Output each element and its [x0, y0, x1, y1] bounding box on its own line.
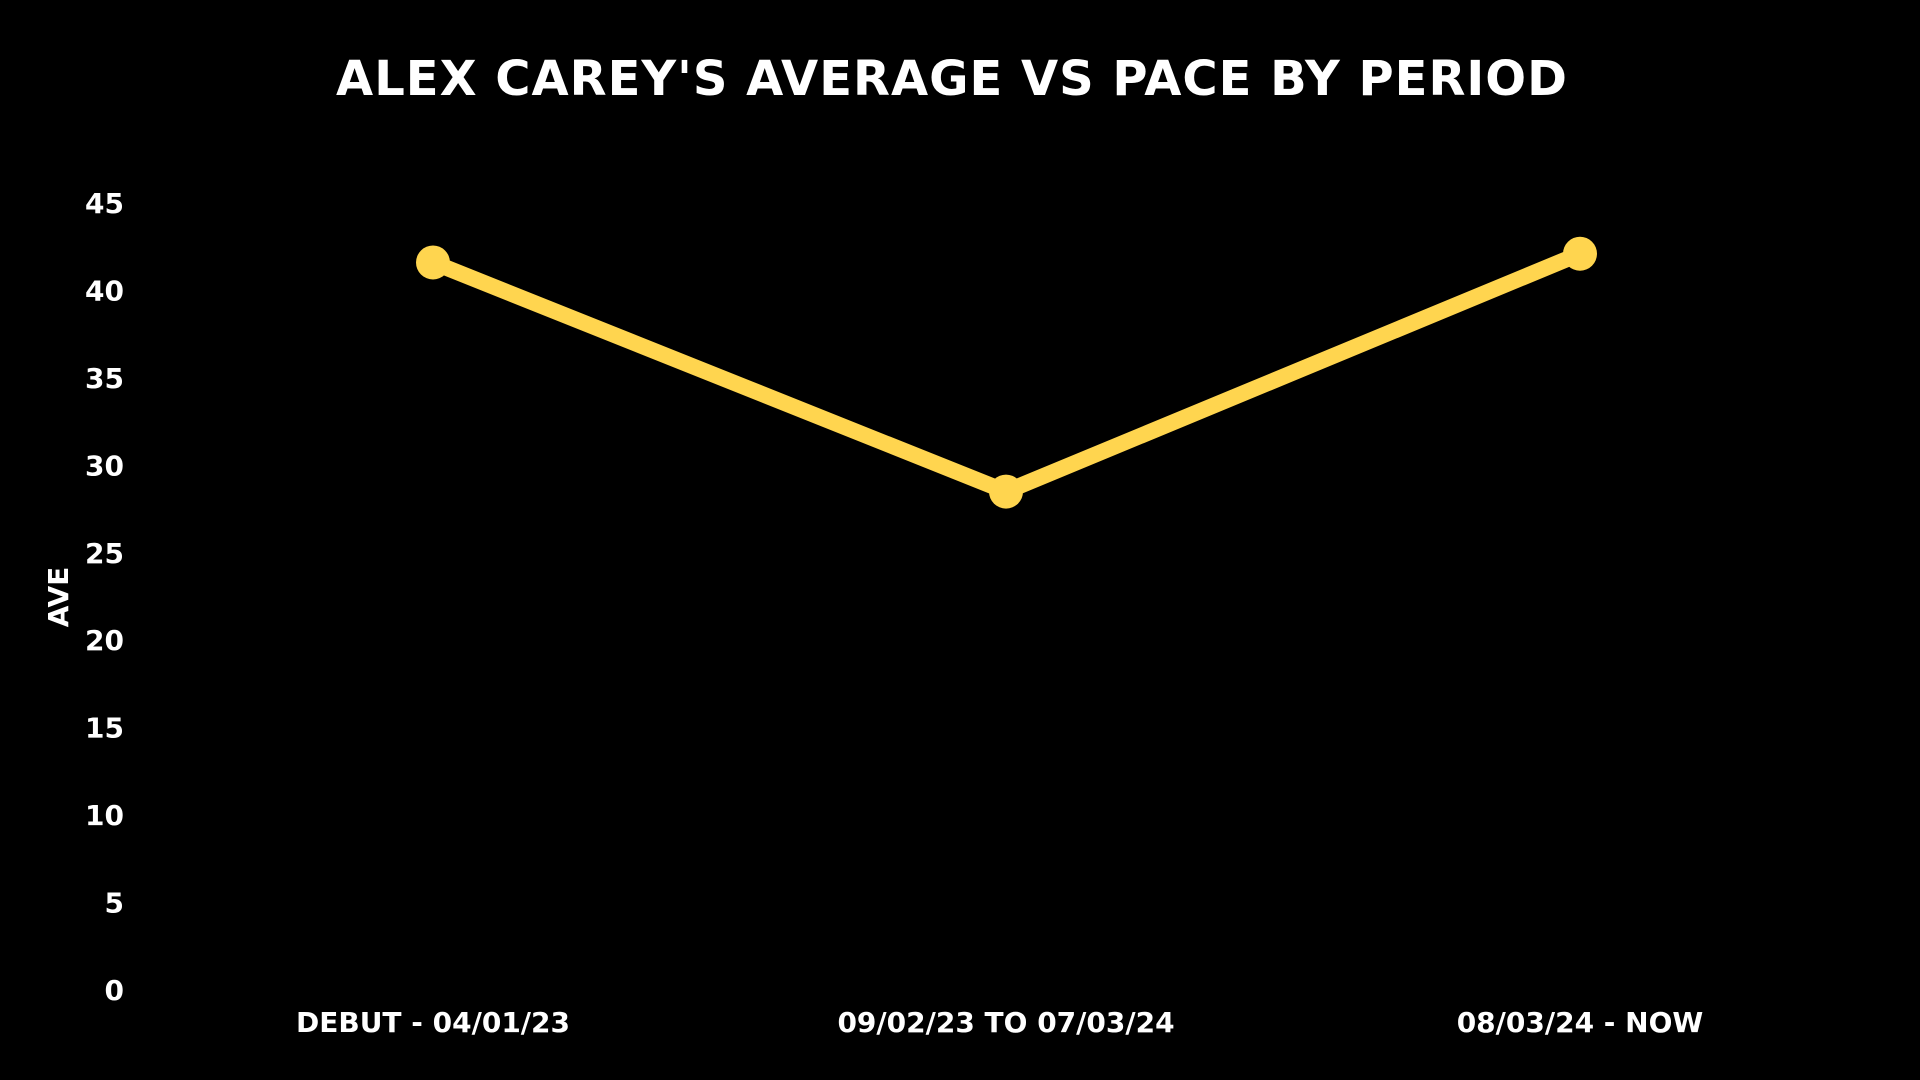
- data-point: [1563, 236, 1597, 271]
- y-tick-label: 20: [85, 624, 124, 657]
- y-tick-label: 40: [85, 274, 124, 307]
- data-point: [416, 245, 450, 280]
- y-axis-ticks: 0 5 10 15 20 25 30 35 40 45: [85, 187, 124, 1007]
- y-tick-label: 45: [85, 187, 124, 220]
- y-tick-label: 5: [105, 887, 124, 920]
- series-layer: [416, 236, 1597, 509]
- x-tick-label: 09/02/23 TO 07/03/24: [837, 1006, 1174, 1039]
- x-tick-label: DEBUT - 04/01/23: [296, 1006, 570, 1039]
- x-tick-label: 08/03/24 - NOW: [1457, 1006, 1704, 1039]
- y-tick-label: 15: [85, 712, 124, 745]
- chart-title: ALEX CAREY'S AVERAGE VS PACE BY PERIOD: [336, 51, 1568, 107]
- y-tick-label: 0: [105, 974, 124, 1007]
- y-tick-label: 30: [85, 449, 124, 482]
- y-tick-label: 10: [85, 799, 124, 832]
- y-tick-label: 25: [85, 537, 124, 570]
- data-point: [989, 474, 1023, 509]
- y-tick-label: 35: [85, 362, 124, 395]
- x-axis-ticks: DEBUT - 04/01/23 09/02/23 TO 07/03/24 08/0…: [296, 1006, 1703, 1039]
- y-axis-label: AVE: [42, 567, 75, 628]
